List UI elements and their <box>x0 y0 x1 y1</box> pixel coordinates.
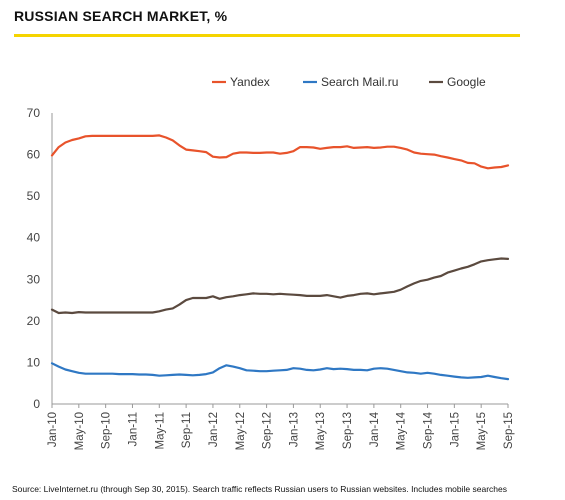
y-tick-label: 10 <box>27 355 41 369</box>
x-tick-label: Sep-13 <box>342 412 354 449</box>
plot-area <box>50 134 510 381</box>
x-tick-label: Sep-10 <box>101 412 113 449</box>
x-tick-label: Jan-12 <box>208 412 220 447</box>
x-tick-label: May-15 <box>476 412 488 450</box>
y-tick-label: 20 <box>27 314 41 328</box>
x-tick-label: Sep-14 <box>423 411 435 449</box>
y-tick-label: 70 <box>27 106 41 120</box>
x-axis: Jan-10 May-10 Sep-10 Jan-11 May-11 Sep-11 Jan-… <box>47 403 515 450</box>
legend-label: Google <box>447 75 486 89</box>
x-tick-label: Jan-14 <box>369 411 381 447</box>
x-tick-label: Sep-11 <box>181 412 193 448</box>
x-tick-label: Sep-15 <box>503 412 515 449</box>
series-line-search-mail-ru <box>50 362 510 381</box>
series-line-google <box>50 257 510 315</box>
legend: Yandex Search Mail.ru Google <box>212 75 486 89</box>
page-title: RUSSIAN SEARCH MARKET, % <box>14 8 228 24</box>
x-tick-label: May-11 <box>154 412 166 450</box>
y-tick-label: 50 <box>27 189 41 203</box>
x-tick-label: Jan-10 <box>47 412 59 447</box>
y-tick-label: 30 <box>27 272 41 286</box>
x-tick-label: Sep-12 <box>262 412 274 449</box>
x-tick-label: Jan-11 <box>127 412 139 446</box>
y-tick-label: 0 <box>33 397 40 411</box>
y-tick-label: 40 <box>27 231 41 245</box>
x-tick-label: May-10 <box>74 412 86 450</box>
x-tick-label: May-13 <box>315 412 327 450</box>
title-underline <box>14 34 520 37</box>
x-tick-label: Jan-15 <box>449 412 461 447</box>
legend-label: Yandex <box>230 75 270 89</box>
source-note: Source: LiveInternet.ru (through Sep 30,… <box>12 484 507 494</box>
y-axis: 0 10 20 30 40 50 60 70 <box>27 106 53 411</box>
legend-label: Search Mail.ru <box>321 75 398 89</box>
x-tick-label: Jan-13 <box>288 412 300 447</box>
x-tick-label: May-12 <box>235 412 247 450</box>
y-tick-label: 60 <box>27 148 41 162</box>
x-tick-label: May-14 <box>396 411 408 450</box>
series-line-yandex <box>50 134 510 170</box>
